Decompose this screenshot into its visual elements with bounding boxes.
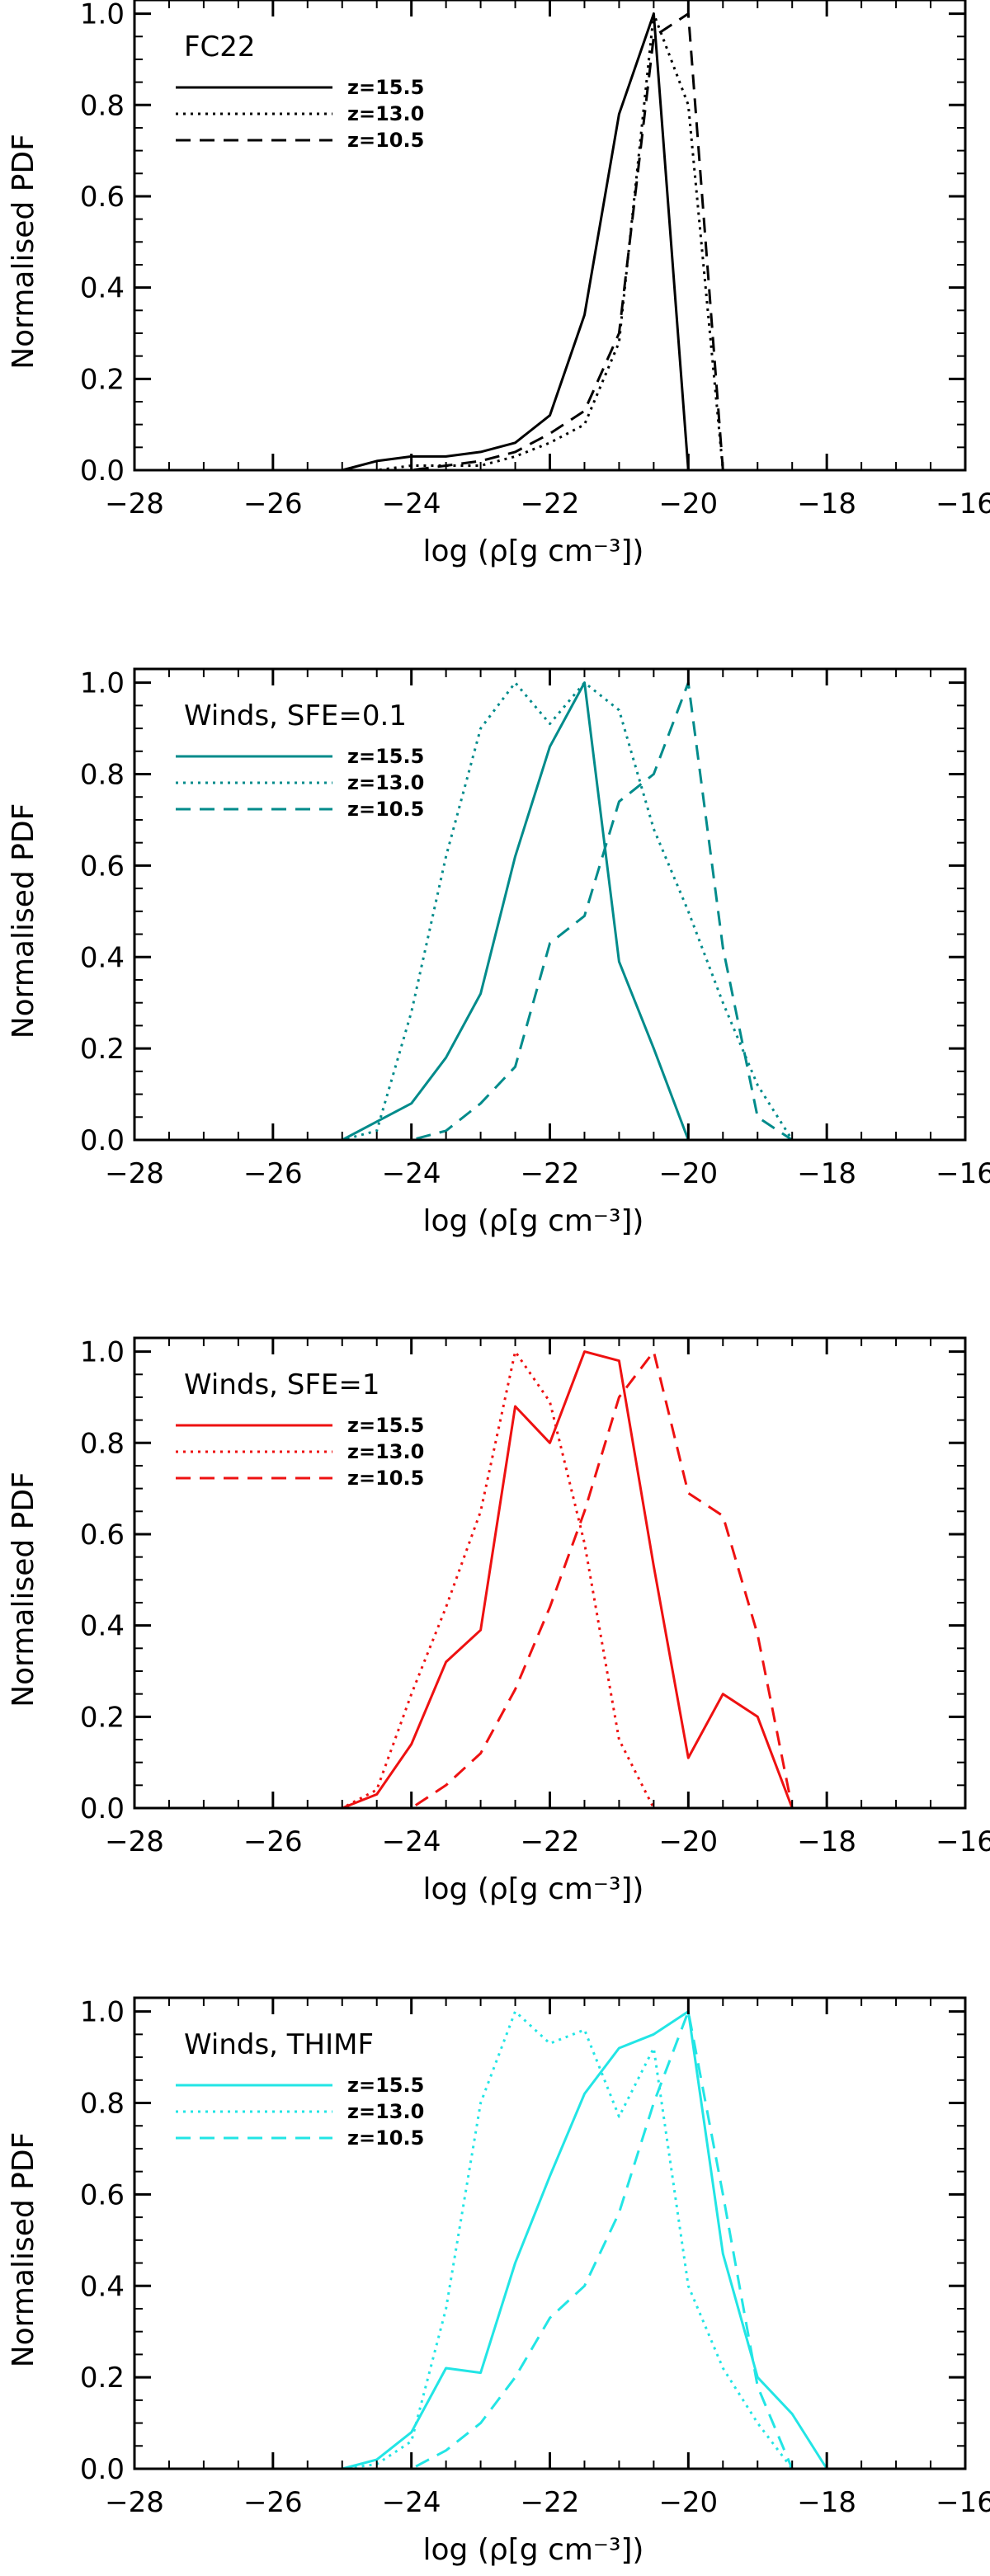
x-tick-label: −20 [658, 1825, 718, 1858]
x-tick-label: −24 [382, 2486, 441, 2519]
legend-title: Winds, SFE=0.1 [184, 699, 407, 732]
y-tick-label: 1.0 [80, 0, 125, 31]
x-tick-label: −16 [936, 487, 990, 520]
series-line-solid [272, 2010, 897, 2470]
x-axis-title: log (ρ[g cm⁻³]) [423, 535, 644, 568]
legend-entry-label: z=15.5 [347, 1414, 424, 1437]
legend-entry-label: z=10.5 [347, 1467, 424, 1490]
legend-entry-label: z=13.0 [347, 102, 424, 125]
x-axis-title: log (ρ[g cm⁻³]) [423, 1872, 644, 1906]
chart-panel-2: −28 −26 −24 −22 −20 −18 −16 0.0 0.2 0.4 0.6 0.8 1.0 l… [7, 667, 990, 1238]
x-tick-label: −26 [243, 487, 303, 520]
y-tick-label: 0.0 [80, 454, 125, 487]
x-tick-label: −20 [658, 1157, 718, 1190]
legend-entry-label: z=13.0 [347, 1440, 424, 1463]
y-tick-label: 0.0 [80, 1792, 125, 1825]
legend-title: FC22 [184, 31, 256, 64]
x-tick-label: −16 [936, 1825, 990, 1858]
x-tick-label: −20 [658, 2486, 718, 2519]
y-tick-label: 0.0 [80, 2453, 125, 2486]
x-tick-label: −24 [382, 1157, 441, 1190]
y-tick-label: 0.6 [80, 1519, 125, 1552]
y-tick-label: 0.8 [80, 1427, 125, 1460]
x-tick-label: −16 [936, 1157, 990, 1190]
legend-entry-label: z=15.5 [347, 76, 424, 99]
y-axis-title: Normalised PDF [7, 2132, 40, 2368]
y-tick-label: 0.2 [80, 2362, 125, 2395]
y-axis-title: Normalised PDF [7, 803, 40, 1039]
y-tick-label: 0.2 [80, 363, 125, 396]
series-line-solid [272, 1350, 897, 1810]
legend-entry-label: z=13.0 [347, 2100, 424, 2123]
y-tick-label: 0.8 [80, 2088, 125, 2121]
x-tick-label: −28 [105, 1157, 164, 1190]
chart-panel-1: −28 −26 −24 −22 −20 −18 −16 0.0 0.2 0.4 0.6 0.8 1.0 l… [7, 0, 990, 568]
x-tick-label: −20 [658, 487, 718, 520]
y-tick-label: 0.2 [80, 1701, 125, 1734]
x-tick-label: −22 [521, 1825, 580, 1858]
y-tick-label: 1.0 [80, 1996, 125, 2029]
x-axis-title: log (ρ[g cm⁻³]) [423, 2533, 644, 2567]
y-tick-label: 0.4 [80, 272, 125, 305]
x-tick-label: −26 [243, 1825, 303, 1858]
legend-entry-label: z=13.0 [347, 771, 424, 794]
y-tick-label: 0.2 [80, 1033, 125, 1066]
x-tick-label: −18 [797, 487, 856, 520]
legend-entry-label: z=10.5 [347, 2126, 424, 2150]
x-tick-label: −18 [797, 1157, 856, 1190]
y-axis-title: Normalised PDF [7, 134, 40, 370]
x-tick-label: −22 [521, 2486, 580, 2519]
chart-panel-4: −28 −26 −24 −22 −20 −18 −16 0.0 0.2 0.4 0.6 0.8 1.0 l… [7, 1996, 990, 2567]
series-line-dashed [342, 12, 724, 472]
x-tick-label: −28 [105, 1825, 164, 1858]
legend-title: Winds, SFE=1 [184, 1368, 380, 1401]
x-tick-label: −18 [797, 1825, 856, 1858]
x-tick-label: −26 [243, 1157, 303, 1190]
x-tick-label: −22 [521, 1157, 580, 1190]
legend: Winds, THIMF z=15.5 z=13.0 z=10.5 [176, 2028, 424, 2150]
y-tick-label: 1.0 [80, 667, 125, 700]
series-group [342, 12, 724, 472]
legend-entry-label: z=15.5 [347, 745, 424, 768]
legend: Winds, SFE=1 z=15.5 z=13.0 z=10.5 [176, 1368, 424, 1490]
y-axis-title: Normalised PDF [7, 1472, 40, 1707]
y-tick-label: 0.6 [80, 2178, 125, 2211]
x-axis-title: log (ρ[g cm⁻³]) [423, 1204, 644, 1238]
series-line-dotted [342, 12, 724, 472]
legend-entry-label: z=15.5 [347, 2074, 424, 2097]
y-tick-label: 0.8 [80, 759, 125, 792]
y-tick-label: 0.4 [80, 1610, 125, 1643]
x-tick-label: −22 [521, 487, 580, 520]
y-tick-label: 0.8 [80, 89, 125, 122]
x-tick-label: −28 [105, 487, 164, 520]
x-tick-label: −28 [105, 2486, 164, 2519]
series-line-solid [342, 12, 724, 472]
y-tick-label: 0.0 [80, 1124, 125, 1157]
legend-entry-label: z=10.5 [347, 129, 424, 152]
chart-panel-3: −28 −26 −24 −22 −20 −18 −16 0.0 0.2 0.4 0.6 0.8 1.0 l… [7, 1336, 990, 1906]
legend-entry-label: z=10.5 [347, 798, 424, 821]
x-tick-label: −24 [382, 487, 441, 520]
x-tick-label: −26 [243, 2486, 303, 2519]
legend-title: Winds, THIMF [184, 2028, 374, 2061]
y-tick-label: 0.6 [80, 850, 125, 883]
y-tick-label: 0.4 [80, 2270, 125, 2303]
legend: FC22 z=15.5 z=13.0 z=10.5 [176, 31, 424, 152]
y-tick-label: 0.4 [80, 941, 125, 974]
x-tick-label: −16 [936, 2486, 990, 2519]
legend: Winds, SFE=0.1 z=15.5 z=13.0 z=10.5 [176, 699, 424, 821]
x-tick-label: −24 [382, 1825, 441, 1858]
y-tick-label: 0.6 [80, 181, 125, 214]
series-line-dotted [272, 681, 897, 1142]
x-tick-label: −18 [797, 2486, 856, 2519]
y-tick-label: 1.0 [80, 1336, 125, 1369]
